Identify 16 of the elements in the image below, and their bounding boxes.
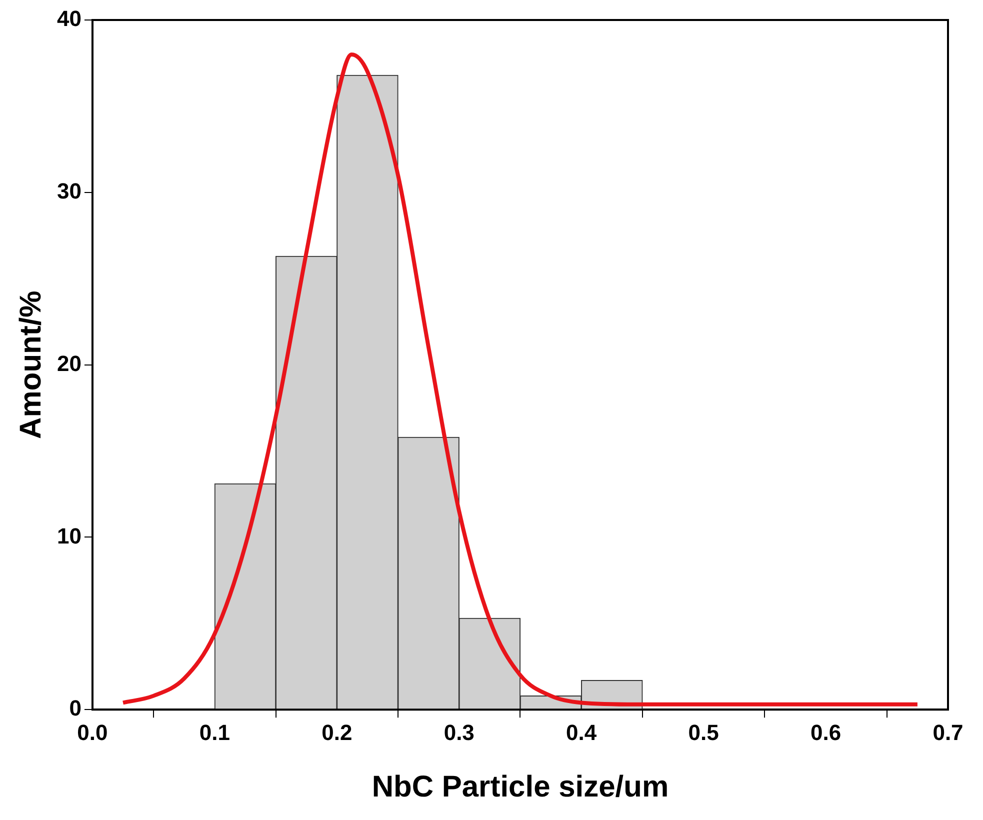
x-tick-label: 0.5 [688, 720, 719, 745]
x-tick-label: 0.0 [77, 720, 108, 745]
x-tick-label: 0.3 [444, 720, 474, 745]
x-tick-label: 0.2 [322, 720, 352, 745]
y-tick-label: 10 [56, 523, 82, 548]
line-series [121, 52, 920, 706]
y-tick-label: 40 [56, 6, 82, 32]
y-axis-title: Amount/% [14, 290, 48, 439]
y-tick-label: 30 [56, 178, 82, 204]
x-tick-label: 0.7 [932, 720, 964, 745]
y-tick-label: 20 [56, 350, 82, 376]
x-axis-title: NbC Particle size/um [372, 770, 669, 804]
x-tick-label: 0.6 [810, 720, 842, 745]
y-tick-label: 0 [69, 696, 82, 721]
x-tick-label: 0.4 [566, 720, 598, 745]
x-tick-label: 0.1 [199, 720, 230, 745]
